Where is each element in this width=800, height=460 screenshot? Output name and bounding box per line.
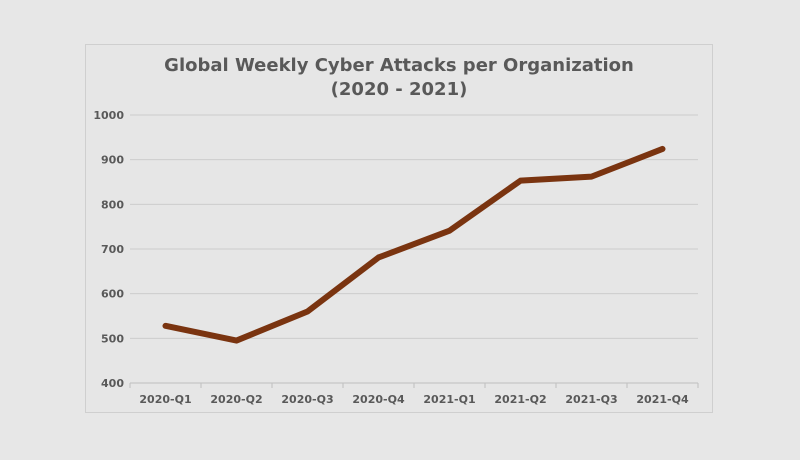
chart-title-line2: (2020 - 2021) bbox=[330, 79, 468, 100]
y-tick-label: 700 bbox=[101, 243, 124, 256]
data-series-line bbox=[162, 145, 666, 344]
y-tick-label: 500 bbox=[101, 332, 124, 345]
y-tick-label: 400 bbox=[101, 377, 124, 390]
y-tick-label: 800 bbox=[101, 198, 124, 211]
y-tick-label: 600 bbox=[101, 288, 124, 301]
chart-title: Global Weekly Cyber Attacks per Organiza… bbox=[85, 54, 713, 102]
y-tick-label: 1000 bbox=[93, 109, 124, 122]
x-tick-label: 2021-Q1 bbox=[423, 393, 475, 406]
x-tick-label: 2021-Q3 bbox=[565, 393, 617, 406]
x-tick-label: 2021-Q4 bbox=[636, 393, 689, 406]
chart-title-line1: Global Weekly Cyber Attacks per Organiza… bbox=[164, 55, 634, 76]
x-tick-label: 2020-Q3 bbox=[281, 393, 333, 406]
x-tick-label: 2021-Q2 bbox=[494, 393, 546, 406]
y-tick-label: 900 bbox=[101, 154, 124, 167]
x-tick-label: 2020-Q4 bbox=[352, 393, 405, 406]
chart-frame bbox=[85, 44, 713, 413]
x-tick-label: 2020-Q2 bbox=[210, 393, 262, 406]
x-tick-label: 2020-Q1 bbox=[139, 393, 191, 406]
